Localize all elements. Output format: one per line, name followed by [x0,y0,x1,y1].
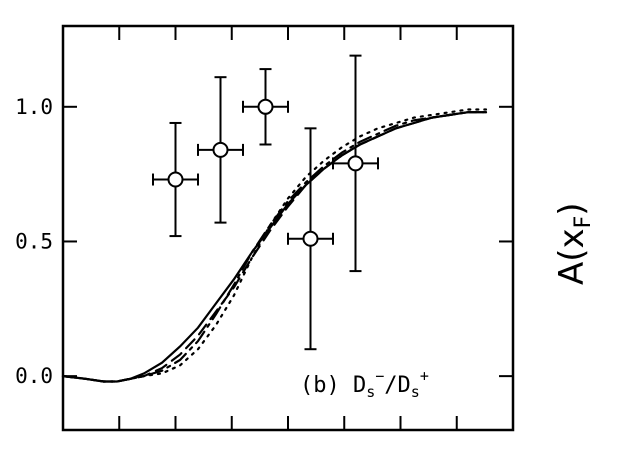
curve-solid [61,111,488,383]
data-point-marker-2 [257,98,274,115]
y-tick-label-1: 0.5 [15,229,53,253]
axis-ticks [62,26,514,430]
curve-dotted [61,108,488,383]
data-point-marker-4 [347,155,364,172]
curve-dash [61,111,488,383]
y-tick-labels: 0.0 0.5 1.0 [15,95,53,388]
data-point-marker-3 [302,230,319,247]
y-tick-label-2: 1.0 [15,95,53,119]
data-point-marker-0 [167,171,184,188]
curve-dashdot [61,111,488,383]
panel-annotation: (b) Ds−/Ds+ [300,367,429,401]
data-point-marker-1 [212,141,229,158]
y-tick-label-0: 0.0 [15,364,53,388]
model-curves [61,108,488,383]
plot-frame [61,24,515,432]
y-axis-label: A(xF) [552,202,596,285]
data-points [152,54,379,351]
